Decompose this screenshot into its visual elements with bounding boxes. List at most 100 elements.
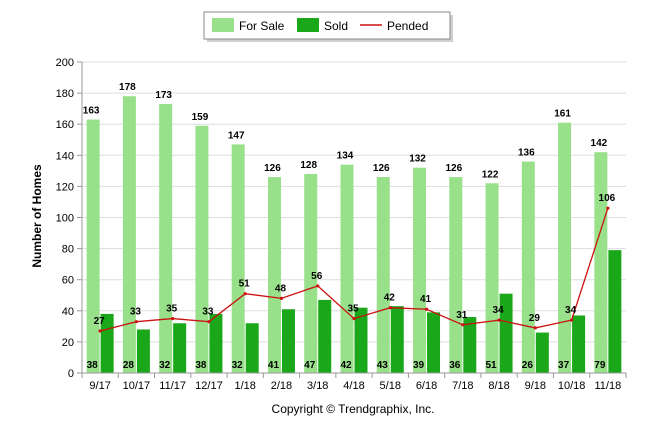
pended-point-1/18	[243, 292, 247, 296]
y-tick-label-200: 200	[56, 57, 74, 69]
label-pended-9/18: 29	[529, 313, 541, 324]
label-sold-11/18: 79	[594, 360, 606, 371]
pended-point-10/17	[134, 320, 138, 324]
label-for-sale-8/18: 122	[482, 169, 499, 180]
label-for-sale-3/18: 128	[300, 160, 317, 171]
bar-for-sale-4/18	[340, 164, 354, 373]
bar-for-sale-7/18	[449, 177, 463, 373]
bar-sold-5/18	[390, 306, 404, 373]
label-sold-5/18: 43	[377, 360, 389, 371]
label-sold-1/18: 32	[232, 360, 244, 371]
legend: For Sale Sold Pended	[203, 11, 453, 42]
legend-label-sold: Sold	[324, 19, 348, 33]
label-sold-12/17: 38	[195, 360, 207, 371]
bar-sold-8/18	[499, 293, 513, 373]
x-tick-label-8/18: 8/18	[488, 380, 509, 392]
pended-point-5/18	[388, 306, 392, 310]
legend-label-pended: Pended	[387, 19, 428, 33]
label-pended-10/18: 34	[565, 305, 577, 316]
label-pended-11/18: 106	[599, 193, 616, 204]
label-sold-9/18: 26	[522, 360, 534, 371]
x-tick-label-4/18: 4/18	[343, 380, 364, 392]
y-tick-label-100: 100	[56, 213, 74, 225]
label-for-sale-5/18: 126	[373, 163, 390, 174]
x-tick-label-12/17: 12/17	[195, 380, 223, 392]
label-for-sale-9/17: 163	[83, 106, 100, 117]
bar-for-sale-6/18	[413, 167, 427, 373]
label-for-sale-10/17: 178	[119, 82, 136, 93]
legend-box	[203, 11, 451, 40]
label-sold-4/18: 42	[340, 360, 352, 371]
y-tick-label-20: 20	[62, 337, 74, 349]
label-sold-8/18: 51	[486, 360, 498, 371]
bar-sold-3/18	[318, 299, 332, 373]
bars	[86, 96, 622, 374]
legend-swatch-for-sale	[212, 18, 234, 32]
bar-for-sale-10/17	[122, 96, 136, 374]
label-for-sale-6/18: 132	[409, 154, 426, 165]
gridlines	[82, 61, 626, 343]
bar-for-sale-2/18	[267, 177, 281, 373]
bar-for-sale-11/18	[594, 152, 608, 373]
pended-point-7/18	[461, 323, 465, 327]
bar-sold-11/17	[173, 323, 187, 373]
bar-sold-4/18	[354, 307, 368, 373]
y-tick-label-0: 0	[68, 368, 74, 380]
label-for-sale-12/17: 159	[192, 112, 209, 123]
label-pended-2/18: 48	[275, 283, 287, 294]
pended-point-8/18	[497, 318, 501, 322]
bar-sold-1/18	[245, 323, 259, 373]
bar-sold-7/18	[463, 317, 477, 373]
bar-for-sale-5/18	[376, 177, 390, 373]
label-for-sale-9/18: 136	[518, 148, 535, 159]
label-for-sale-11/18: 142	[591, 138, 608, 149]
x-tick-label-9/17: 9/17	[89, 380, 110, 392]
bar-for-sale-3/18	[304, 173, 318, 373]
bar-for-sale-11/17	[159, 103, 173, 374]
bar-for-sale-9/18	[521, 161, 535, 373]
label-for-sale-1/18: 147	[228, 130, 245, 141]
x-tick-label-5/18: 5/18	[380, 380, 401, 392]
bar-sold-6/18	[427, 312, 441, 373]
y-tick-label-40: 40	[62, 306, 74, 318]
bar-sold-12/17	[209, 313, 223, 373]
label-pended-6/18: 41	[420, 294, 432, 305]
label-pended-9/17: 27	[94, 316, 106, 327]
data-labels: 163 38 178 28 173 32 159 38 147 32 126 41 128 47 134 42…	[83, 82, 616, 371]
legend-swatch-sold	[297, 18, 319, 32]
label-pended-5/18: 42	[384, 293, 396, 304]
y-tick-label-80: 80	[62, 244, 74, 256]
x-tick-label-10/17: 10/17	[123, 380, 151, 392]
pended-point-2/18	[279, 296, 284, 300]
label-sold-10/18: 37	[558, 360, 570, 371]
bar-sold-2/18	[281, 309, 295, 373]
bar-sold-9/18	[535, 332, 549, 373]
pended-point-12/17	[207, 320, 211, 324]
label-sold-10/17: 28	[123, 360, 135, 371]
pended-point-10/18	[570, 318, 574, 322]
label-for-sale-7/18: 126	[445, 163, 462, 174]
pended-line	[98, 206, 610, 333]
label-sold-2/18: 41	[268, 360, 280, 371]
label-sold-7/18: 36	[449, 360, 461, 371]
y-tick-label-180: 180	[56, 88, 74, 100]
bar-for-sale-1/18	[231, 144, 245, 373]
bar-for-sale-8/18	[485, 183, 499, 373]
axes: 0 20 40 60 80 100 120 140 160 180 200 9/17 10/17 11/1…	[56, 57, 627, 392]
x-tick-label-10/18: 10/18	[558, 380, 586, 392]
label-sold-3/18: 47	[304, 360, 316, 371]
bar-for-sale-12/17	[195, 125, 209, 373]
bar-for-sale-9/17	[86, 119, 100, 373]
label-pended-12/17: 33	[202, 307, 214, 318]
label-sold-9/17: 38	[87, 360, 99, 371]
y-axis-title: Number of Homes	[30, 164, 44, 268]
pended-point-9/17	[98, 329, 102, 333]
label-pended-3/18: 56	[311, 271, 323, 282]
label-pended-4/18: 35	[347, 304, 359, 315]
pended-point-11/17	[171, 316, 175, 321]
x-tick-label-11/17: 11/17	[159, 380, 186, 392]
x-tick-label-7/18: 7/18	[452, 380, 473, 392]
pended-point-6/18	[424, 307, 429, 311]
label-pended-7/18: 31	[456, 310, 468, 321]
